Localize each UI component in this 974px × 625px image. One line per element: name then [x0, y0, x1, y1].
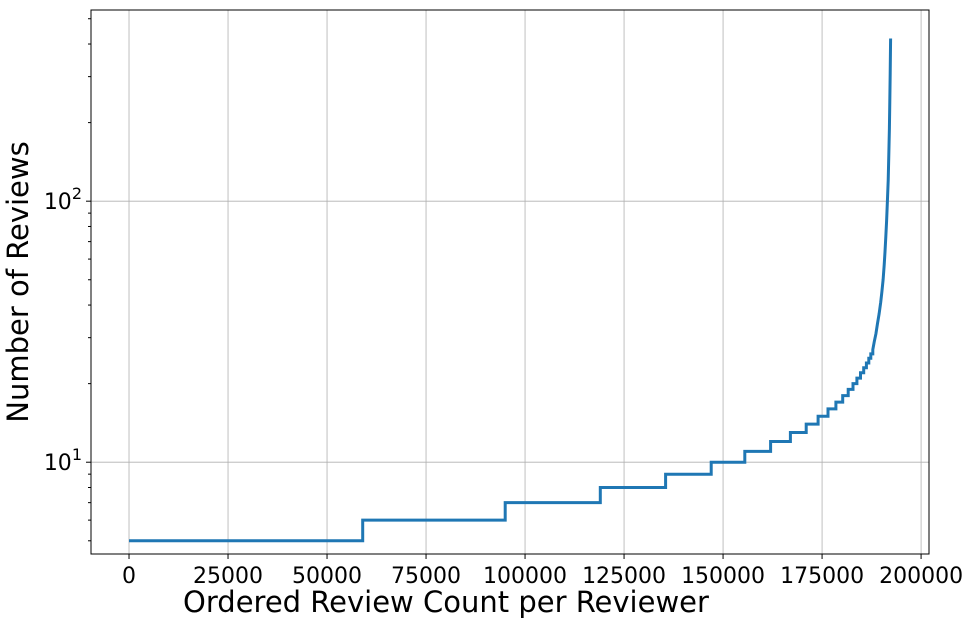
y-tick-labels: 101 102 — [44, 184, 82, 476]
y-tick-label: 101 — [44, 445, 82, 476]
x-tick-label: 200000 — [879, 564, 963, 589]
x-tick-label: 25000 — [193, 564, 263, 589]
axis-ticks — [86, 200, 922, 559]
y-tick-label: 102 — [44, 184, 82, 215]
x-axis-label: Ordered Review Count per Reviewer — [183, 585, 709, 619]
series-line — [129, 38, 893, 543]
x-tick-label: 125000 — [582, 564, 666, 589]
grid-layer — [91, 10, 929, 554]
x-tick-label: 100000 — [483, 564, 567, 589]
x-tick-labels: 0 25000 50000 75000 100000 125000 150000 175000… — [122, 564, 963, 589]
x-tick-label: 150000 — [681, 564, 765, 589]
x-tick-label: 0 — [122, 564, 136, 589]
series-layer — [129, 38, 893, 543]
x-tick-label: 175000 — [780, 564, 864, 589]
y-axis-label: Number of Reviews — [1, 141, 35, 422]
x-tick-label: 75000 — [391, 564, 461, 589]
plot-frame — [90, 9, 930, 555]
x-tick-label: 50000 — [292, 564, 362, 589]
